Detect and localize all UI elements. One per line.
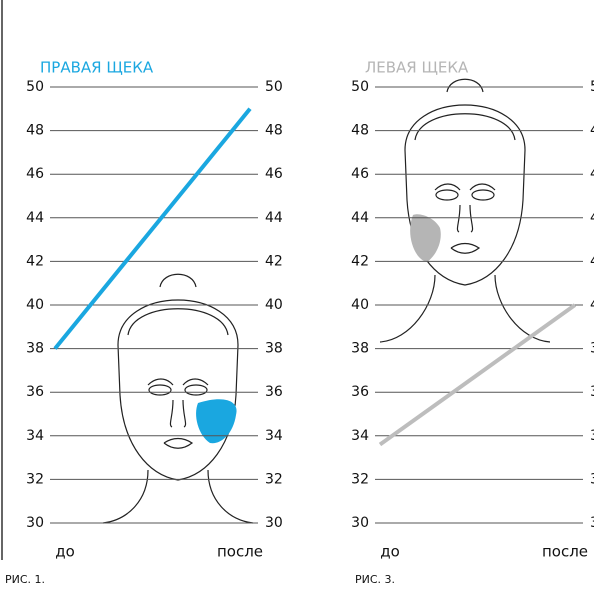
y-tick-label: 48 <box>26 123 44 139</box>
y-tick-label: 48 <box>265 123 283 139</box>
y-tick-label: 46 <box>351 166 369 182</box>
y-tick-label: 32 <box>26 471 44 487</box>
y-tick-label: 34 <box>26 428 44 444</box>
y-tick-label: 38 <box>26 341 44 357</box>
line <box>378 303 577 447</box>
x-tick-label: до <box>380 543 400 561</box>
y-tick-label: 30 <box>265 515 283 531</box>
chart-title: ПРАВАЯ ЩЕКА <box>40 59 154 77</box>
chart-title: ЛЕВАЯ ЩЕКА <box>365 59 469 77</box>
face-illustration <box>102 273 254 524</box>
y-tick-label: 50 <box>265 79 283 95</box>
line <box>53 107 252 350</box>
y-tick-label: 42 <box>265 253 283 269</box>
y-tick-label: 48 <box>351 123 369 139</box>
y-tick-label: 44 <box>351 210 369 226</box>
y-tick-label: 36 <box>265 384 283 400</box>
y-tick-label: 42 <box>26 253 44 269</box>
y-tick-label: 38 <box>590 341 594 357</box>
y-tick-label: 32 <box>351 471 369 487</box>
y-tick-label: 38 <box>265 341 283 357</box>
y-tick-label: 34 <box>265 428 283 444</box>
y-tick-label: 50 <box>351 79 369 95</box>
y-tick-label: 50 <box>590 79 594 95</box>
face-illustration <box>379 78 551 343</box>
y-tick-label: 40 <box>590 297 594 313</box>
y-tick-label: 36 <box>590 384 594 400</box>
y-tick-label: 46 <box>26 166 44 182</box>
y-tick-label: 38 <box>351 341 369 357</box>
y-tick-label: 32 <box>265 471 283 487</box>
x-tick-label: до <box>55 543 75 561</box>
y-tick-label: 34 <box>590 428 594 444</box>
y-tick-label: 40 <box>351 297 369 313</box>
y-tick-label: 44 <box>26 210 44 226</box>
y-tick-label: 36 <box>351 384 369 400</box>
y-tick-label: 32 <box>590 471 594 487</box>
y-tick-label: 50 <box>26 79 44 95</box>
y-tick-label: 34 <box>351 428 369 444</box>
x-tick-label: после <box>217 543 263 561</box>
y-tick-label: 30 <box>351 515 369 531</box>
y-tick-label: 36 <box>26 384 44 400</box>
y-tick-label: 44 <box>590 210 594 226</box>
y-tick-label: 46 <box>265 166 283 182</box>
x-tick-label: после <box>542 543 588 561</box>
y-tick-label: 30 <box>26 515 44 531</box>
y-tick-label: 46 <box>590 166 594 182</box>
y-tick-label: 40 <box>26 297 44 313</box>
y-tick-label: 42 <box>590 253 594 269</box>
caption: РИС. 3. <box>355 573 395 586</box>
y-tick-label: 30 <box>590 515 594 531</box>
y-tick-label: 42 <box>351 253 369 269</box>
caption: РИС. 1. <box>5 573 45 586</box>
y-tick-label: 48 <box>590 123 594 139</box>
y-tick-label: 44 <box>265 210 283 226</box>
y-tick-label: 40 <box>265 297 283 313</box>
